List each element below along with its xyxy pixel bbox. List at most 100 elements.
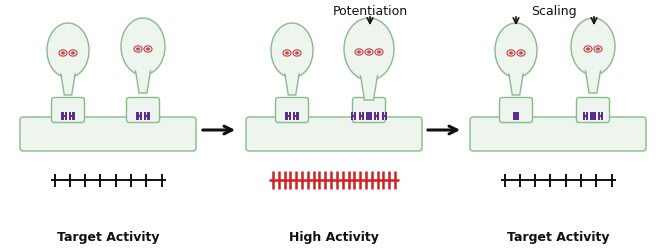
Text: Scaling: Scaling xyxy=(531,5,576,18)
Ellipse shape xyxy=(367,50,371,54)
Ellipse shape xyxy=(596,47,600,51)
Bar xyxy=(362,112,364,120)
FancyBboxPatch shape xyxy=(246,117,422,151)
Bar xyxy=(598,112,601,120)
Bar xyxy=(586,112,588,120)
Ellipse shape xyxy=(59,50,67,56)
Ellipse shape xyxy=(507,50,515,56)
Ellipse shape xyxy=(357,50,361,54)
Bar xyxy=(144,115,150,117)
Bar xyxy=(366,112,369,120)
FancyBboxPatch shape xyxy=(51,98,84,122)
Bar xyxy=(61,115,67,117)
Bar xyxy=(136,115,142,117)
Bar xyxy=(293,115,299,117)
Ellipse shape xyxy=(285,51,289,55)
Ellipse shape xyxy=(47,23,89,78)
Polygon shape xyxy=(136,69,151,93)
FancyBboxPatch shape xyxy=(353,98,385,122)
Ellipse shape xyxy=(134,46,142,52)
Bar xyxy=(72,112,75,120)
Ellipse shape xyxy=(121,18,165,75)
Bar xyxy=(598,115,603,117)
Bar xyxy=(351,112,353,120)
Ellipse shape xyxy=(519,51,523,55)
Bar xyxy=(285,112,288,120)
Bar xyxy=(359,112,361,120)
Text: Target Activity: Target Activity xyxy=(507,232,609,244)
Ellipse shape xyxy=(517,50,525,56)
Ellipse shape xyxy=(344,18,394,80)
Bar xyxy=(297,112,299,120)
FancyBboxPatch shape xyxy=(126,98,160,122)
Ellipse shape xyxy=(283,50,291,56)
Ellipse shape xyxy=(71,51,75,55)
Bar xyxy=(377,112,379,120)
Bar xyxy=(144,112,146,120)
Bar xyxy=(582,112,585,120)
Bar xyxy=(374,112,376,120)
Bar xyxy=(69,115,75,117)
Ellipse shape xyxy=(146,47,150,51)
Ellipse shape xyxy=(377,50,381,54)
Text: Potentiation: Potentiation xyxy=(333,5,407,18)
Ellipse shape xyxy=(584,46,592,52)
Ellipse shape xyxy=(594,46,602,52)
Polygon shape xyxy=(285,72,299,95)
Ellipse shape xyxy=(69,50,77,56)
Ellipse shape xyxy=(144,46,152,52)
Ellipse shape xyxy=(355,49,363,55)
Ellipse shape xyxy=(495,23,537,78)
Bar xyxy=(61,112,63,120)
Ellipse shape xyxy=(284,69,300,75)
Ellipse shape xyxy=(586,47,590,51)
Ellipse shape xyxy=(508,69,524,75)
FancyBboxPatch shape xyxy=(500,98,532,122)
Bar xyxy=(140,112,142,120)
Ellipse shape xyxy=(375,49,383,55)
Text: High Activity: High Activity xyxy=(289,232,379,244)
Ellipse shape xyxy=(365,49,373,55)
Bar xyxy=(354,112,357,120)
Bar xyxy=(381,115,387,117)
Text: Target Activity: Target Activity xyxy=(57,232,159,244)
Bar xyxy=(285,115,291,117)
Ellipse shape xyxy=(509,51,513,55)
Bar xyxy=(385,112,387,120)
Bar xyxy=(513,115,518,117)
Bar xyxy=(516,112,518,120)
Bar xyxy=(293,112,295,120)
Bar xyxy=(359,115,364,117)
Ellipse shape xyxy=(359,71,379,77)
Bar xyxy=(601,112,603,120)
Bar xyxy=(369,112,371,120)
Bar xyxy=(374,115,379,117)
Bar xyxy=(591,115,596,117)
Bar xyxy=(381,112,384,120)
Ellipse shape xyxy=(271,23,313,78)
Bar xyxy=(513,112,516,120)
Ellipse shape xyxy=(295,51,299,55)
Polygon shape xyxy=(585,69,601,93)
Ellipse shape xyxy=(584,66,601,72)
Ellipse shape xyxy=(293,50,301,56)
Ellipse shape xyxy=(134,66,152,72)
Bar xyxy=(593,112,596,120)
Ellipse shape xyxy=(571,18,615,75)
Ellipse shape xyxy=(61,51,65,55)
FancyBboxPatch shape xyxy=(275,98,309,122)
Bar xyxy=(147,112,150,120)
Polygon shape xyxy=(360,74,377,100)
Bar xyxy=(136,112,139,120)
Ellipse shape xyxy=(136,47,140,51)
Bar xyxy=(366,115,371,117)
Bar xyxy=(591,112,593,120)
FancyBboxPatch shape xyxy=(576,98,609,122)
Polygon shape xyxy=(61,72,75,95)
Ellipse shape xyxy=(60,69,76,75)
Bar xyxy=(582,115,588,117)
Bar xyxy=(289,112,291,120)
Bar xyxy=(351,115,357,117)
FancyBboxPatch shape xyxy=(20,117,196,151)
Bar xyxy=(65,112,67,120)
